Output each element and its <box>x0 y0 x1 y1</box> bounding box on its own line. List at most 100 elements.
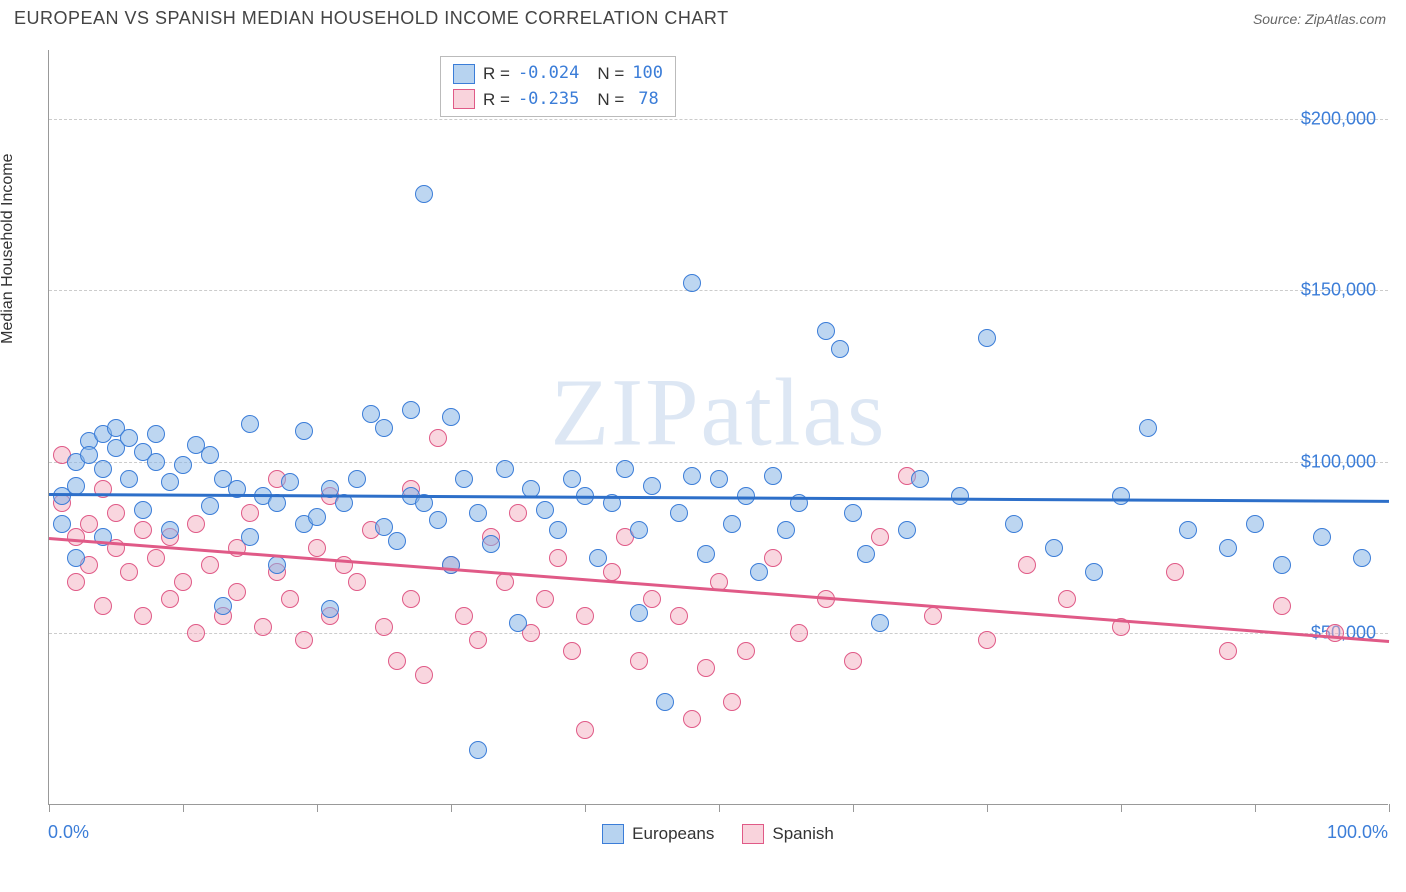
scatter-point <box>402 401 420 419</box>
scatter-point <box>1273 556 1291 574</box>
scatter-point <box>295 422 313 440</box>
scatter-point <box>53 515 71 533</box>
scatter-point <box>630 652 648 670</box>
swatch-pink <box>453 89 475 109</box>
scatter-point <box>67 549 85 567</box>
scatter-point <box>549 521 567 539</box>
scatter-point <box>496 460 514 478</box>
scatter-point <box>576 607 594 625</box>
scatter-point <box>268 556 286 574</box>
scatter-point <box>723 693 741 711</box>
scatter-point <box>496 573 514 591</box>
scatter-point <box>67 528 85 546</box>
gridline <box>49 290 1388 291</box>
scatter-point <box>1112 487 1130 505</box>
scatter-point <box>683 467 701 485</box>
r-label: R = <box>483 87 510 113</box>
legend-item-europeans: Europeans <box>602 824 714 844</box>
scatter-point <box>737 642 755 660</box>
scatter-point <box>174 456 192 474</box>
scatter-point <box>442 408 460 426</box>
scatter-point <box>469 741 487 759</box>
scatter-point <box>509 504 527 522</box>
scatter-point <box>455 470 473 488</box>
scatter-point <box>978 329 996 347</box>
scatter-point <box>187 624 205 642</box>
scatter-point <box>241 415 259 433</box>
n-value-spanish: 78 <box>638 87 658 113</box>
x-tick <box>49 804 50 812</box>
r-label: R = <box>483 61 510 87</box>
scatter-point <box>790 624 808 642</box>
scatter-point <box>603 563 621 581</box>
trend-line <box>49 537 1389 642</box>
scatter-point <box>161 473 179 491</box>
x-tick <box>585 804 586 812</box>
scatter-point <box>817 322 835 340</box>
trend-line <box>49 493 1389 502</box>
scatter-point <box>442 556 460 574</box>
legend-row-spanish: R = -0.235 N = 78 <box>453 87 663 113</box>
scatter-point <box>764 467 782 485</box>
scatter-point <box>563 470 581 488</box>
scatter-point <box>576 721 594 739</box>
scatter-point <box>1353 549 1371 567</box>
scatter-point <box>898 521 916 539</box>
scatter-point <box>455 607 473 625</box>
r-value-spanish: -0.235 <box>518 87 579 113</box>
scatter-point <box>670 504 688 522</box>
scatter-point <box>174 573 192 591</box>
scatter-point <box>630 521 648 539</box>
r-value-europeans: -0.024 <box>518 61 579 87</box>
scatter-point <box>670 607 688 625</box>
legend-row-europeans: R = -0.024 N = 100 <box>453 61 663 87</box>
scatter-point <box>469 504 487 522</box>
swatch-blue <box>602 824 624 844</box>
y-tick-label: $100,000 <box>1301 451 1376 472</box>
legend-label-spanish: Spanish <box>772 824 833 844</box>
scatter-point <box>630 604 648 622</box>
scatter-point <box>683 710 701 728</box>
scatter-point <box>120 470 138 488</box>
scatter-point <box>549 549 567 567</box>
scatter-point <box>94 597 112 615</box>
legend-item-spanish: Spanish <box>742 824 833 844</box>
scatter-point <box>643 477 661 495</box>
scatter-point <box>161 590 179 608</box>
scatter-point <box>1085 563 1103 581</box>
scatter-point <box>228 583 246 601</box>
scatter-point <box>978 631 996 649</box>
scatter-point <box>951 487 969 505</box>
scatter-point <box>161 521 179 539</box>
scatter-point <box>1166 563 1184 581</box>
scatter-point <box>241 504 259 522</box>
chart-plot-area: ZIPatlas $50,000$100,000$150,000$200,000 <box>48 50 1388 805</box>
scatter-point <box>308 539 326 557</box>
scatter-point <box>201 497 219 515</box>
n-value-europeans: 100 <box>632 61 663 87</box>
scatter-point <box>871 528 889 546</box>
scatter-point <box>388 532 406 550</box>
scatter-point <box>187 515 205 533</box>
scatter-point <box>1273 597 1291 615</box>
scatter-point <box>295 631 313 649</box>
n-label: N = <box>597 61 624 87</box>
scatter-point <box>1313 528 1331 546</box>
x-tick <box>1255 804 1256 812</box>
scatter-point <box>107 504 125 522</box>
scatter-point <box>134 607 152 625</box>
scatter-point <box>67 573 85 591</box>
scatter-point <box>764 549 782 567</box>
correlation-legend: R = -0.024 N = 100 R = -0.235 N = 78 <box>440 56 676 117</box>
scatter-point <box>134 501 152 519</box>
scatter-point <box>750 563 768 581</box>
scatter-point <box>402 590 420 608</box>
scatter-point <box>683 274 701 292</box>
scatter-point <box>214 597 232 615</box>
scatter-point <box>321 600 339 618</box>
swatch-blue <box>453 64 475 84</box>
scatter-point <box>429 511 447 529</box>
x-tick <box>987 804 988 812</box>
scatter-point <box>348 573 366 591</box>
scatter-point <box>871 614 889 632</box>
